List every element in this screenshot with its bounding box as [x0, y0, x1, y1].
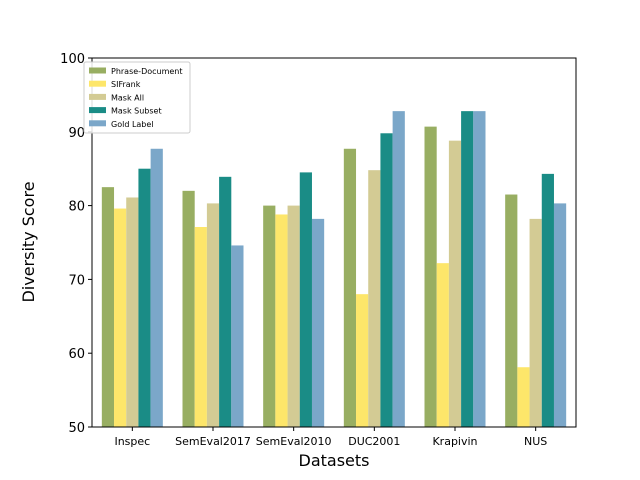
bar-mask-subset-semeval2010 — [299, 172, 312, 427]
x-axis-ticks: Inspec SemEval2017 SemEval2010 DUC2001 Krapi… — [114, 427, 547, 448]
bar-mask-subset-krapivin — [461, 111, 474, 427]
axes-frame — [91, 57, 577, 428]
x-tick-label-nus: NUS — [524, 435, 547, 448]
y-tick-label: 60 — [68, 347, 85, 362]
legend-swatch-mask-all — [89, 93, 106, 100]
x-tick-label-duc2001: DUC2001 — [348, 435, 400, 448]
legend-swatch-phrase-document — [89, 67, 106, 74]
bar-gold-label-inspec — [150, 148, 163, 427]
bar-gold-label-nus — [553, 203, 567, 427]
y-tick-label: 100 — [60, 52, 85, 67]
y-tick-label: 90 — [68, 126, 85, 141]
legend-label-sifrank: SIFrank — [111, 80, 141, 89]
bar-phrase-document-duc2001 — [343, 148, 357, 427]
bar-phrase-document-nus — [505, 194, 518, 427]
legend-swatch-sifrank — [89, 80, 106, 87]
bar-mask-subset-nus — [541, 173, 554, 427]
bar-gold-label-duc2001 — [392, 111, 405, 427]
bar-mask-all-inspec — [126, 197, 139, 427]
x-tick-label-semeval2017: SemEval2017 — [175, 435, 251, 448]
bar-mask-all-semeval2010 — [287, 205, 300, 427]
bar-phrase-document-inspec — [101, 187, 115, 427]
y-axis-title: Diversity Score — [19, 181, 38, 302]
bar-mask-subset-duc2001 — [380, 133, 393, 427]
bar-gold-label-semeval2017 — [231, 245, 244, 427]
legend: Phrase-Document SIFrank Mask All Mask Subse… — [83, 61, 191, 134]
y-tick-label: 70 — [68, 273, 85, 288]
bar-sifrank-krapivin — [436, 263, 449, 427]
x-axis-title: Datasets — [299, 451, 370, 470]
bar-phrase-document-krapivin — [424, 126, 437, 427]
bar-phrase-document-semeval2010 — [263, 205, 276, 427]
bar-mask-all-duc2001 — [368, 170, 381, 427]
legend-swatch-mask-subset — [89, 107, 106, 114]
legend-box — [83, 61, 191, 134]
y-axis-ticks: 50 60 70 80 90 100 — [60, 52, 92, 436]
legend-label-mask-all: Mask All — [111, 93, 144, 102]
bar-sifrank-semeval2017 — [194, 227, 207, 427]
y-tick-label: 50 — [68, 421, 85, 436]
bar-mask-all-krapivin — [448, 140, 462, 427]
bar-mask-subset-semeval2017 — [219, 176, 232, 427]
bar-mask-all-nus — [529, 218, 542, 427]
bar-mask-all-semeval2017 — [206, 203, 220, 427]
bar-sifrank-nus — [517, 367, 530, 427]
bar-sifrank-semeval2010 — [275, 214, 288, 427]
legend-label-phrase-document: Phrase-Document — [111, 67, 183, 76]
x-tick-label-inspec: Inspec — [114, 435, 150, 448]
bar-sifrank-duc2001 — [356, 294, 369, 427]
x-tick-label-krapivin: Krapivin — [432, 435, 477, 448]
bar-sifrank-inspec — [114, 208, 127, 427]
legend-swatch-gold-label — [89, 120, 106, 127]
bar-phrase-document-semeval2017 — [182, 190, 195, 427]
bar-gold-label-krapivin — [473, 111, 486, 427]
bars-group — [101, 111, 567, 427]
legend-label-mask-subset: Mask Subset — [111, 107, 162, 116]
bar-gold-label-semeval2010 — [311, 218, 325, 427]
x-tick-label-semeval2010: SemEval2010 — [256, 435, 332, 448]
bar-mask-subset-inspec — [138, 168, 151, 427]
y-tick-label: 80 — [68, 200, 85, 215]
legend-label-gold-label: Gold Label — [111, 120, 154, 129]
